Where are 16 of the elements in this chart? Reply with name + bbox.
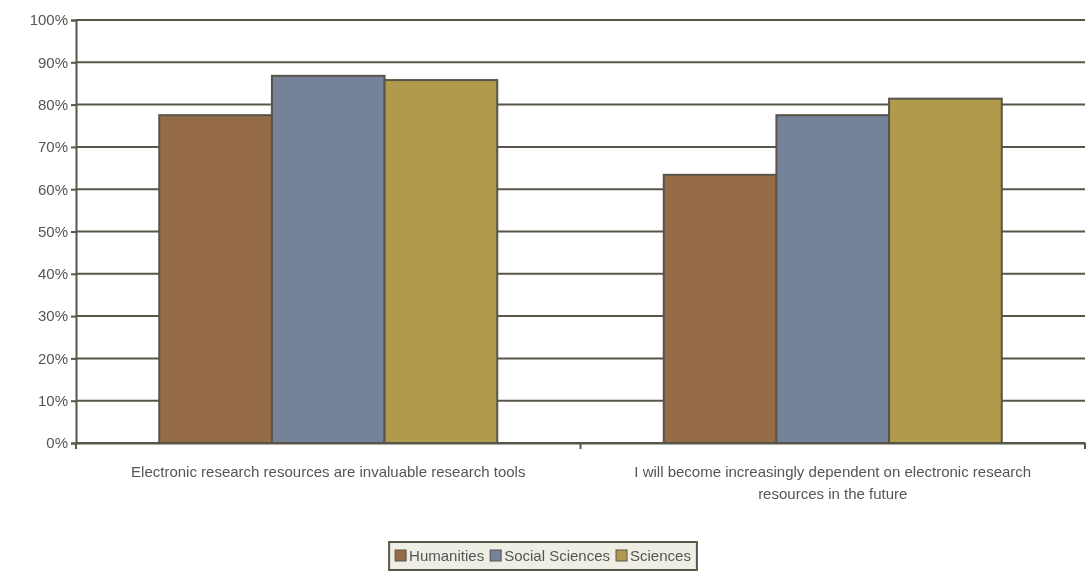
y-tick-label: 0% (46, 434, 68, 452)
x-tick-label: Electronic research resources are invaluable research tools (131, 463, 526, 480)
y-tick-label: 60% (37, 180, 68, 198)
legend-label: Sciences (630, 547, 691, 564)
y-tick-label: 20% (37, 349, 68, 367)
y-tick-label: 90% (37, 53, 68, 71)
y-tick-label: 40% (37, 265, 68, 283)
y-tick-label: 70% (37, 138, 68, 156)
legend-label: Humanities (409, 547, 485, 564)
legend-label: Social Sciences (504, 547, 611, 564)
y-tick-label: 30% (37, 307, 68, 325)
y-tick-label: 100% (29, 11, 68, 29)
y-tick-label: 80% (37, 95, 68, 113)
x-tick-label: I will become increasingly dependent on electronic research resources in the future (634, 463, 1032, 502)
y-tick-label: 50% (37, 222, 68, 240)
y-tick-label: 10% (37, 392, 68, 409)
